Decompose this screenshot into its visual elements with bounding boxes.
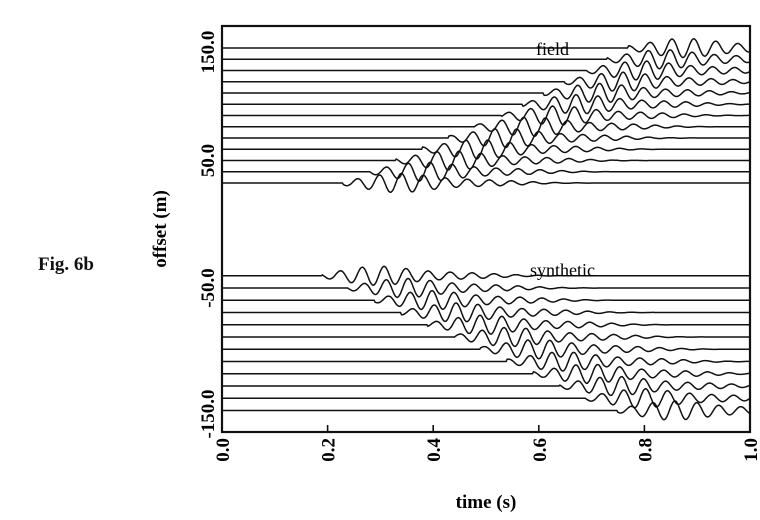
trace-synthetic--120: [222, 363, 750, 384]
figure-label: Fig. 6b: [38, 254, 94, 275]
x-tick-label: 0.4: [424, 438, 445, 462]
trace-group: [222, 38, 751, 421]
trace-field-60: [222, 139, 750, 160]
x-tick-label: 0.8: [635, 438, 656, 462]
x-axis-label: time (s): [456, 492, 517, 513]
trace-synthetic--40: [222, 265, 750, 287]
trace-synthetic--130: [222, 375, 751, 397]
y-tick-label: -50.0: [198, 268, 219, 308]
x-tick-label: 0.2: [319, 438, 340, 462]
trace-field-90: [222, 105, 750, 126]
panel-label-synthetic: synthetic: [530, 260, 595, 280]
trace-field-140: [222, 49, 751, 70]
trace-synthetic--100: [222, 339, 750, 360]
trace-field-100: [222, 93, 751, 115]
plot-frame: [220, 24, 752, 434]
x-tick-label: 0.6: [530, 438, 551, 462]
trace-synthetic--90: [222, 326, 750, 348]
trace-synthetic--60: [222, 289, 750, 311]
trace-field-120: [222, 71, 751, 92]
trace-field-150: [222, 38, 751, 59]
trace-field-110: [222, 82, 751, 103]
trace-synthetic--50: [222, 277, 750, 299]
trace-field-40: [222, 161, 750, 183]
panel-label-field: field: [536, 39, 569, 59]
trace-field-30: [222, 172, 750, 193]
y-tick-label: -150.0: [198, 389, 219, 438]
trace-field-80: [222, 116, 751, 138]
trace-synthetic--110: [222, 351, 750, 372]
x-tick-label: 1.0: [741, 438, 760, 462]
trace-field-50: [222, 150, 750, 171]
y-tick-label: 50.0: [198, 144, 219, 177]
trace-synthetic--70: [222, 302, 750, 323]
y-tick-label: 150.0: [198, 31, 219, 74]
trace-synthetic--150: [222, 400, 751, 421]
trace-synthetic--140: [222, 387, 751, 409]
y-axis-label: offset (m): [150, 190, 171, 268]
trace-synthetic--80: [222, 314, 751, 335]
trace-field-70: [222, 128, 750, 149]
y-tick-group: 150.0 50.0 -50.0 -150.0: [198, 31, 219, 439]
x-tick-label: 0.0: [213, 438, 234, 462]
trace-field-130: [222, 60, 751, 81]
x-tick-group: 0.0 0.2 0.4 0.6 0.8 1.0: [213, 425, 760, 462]
